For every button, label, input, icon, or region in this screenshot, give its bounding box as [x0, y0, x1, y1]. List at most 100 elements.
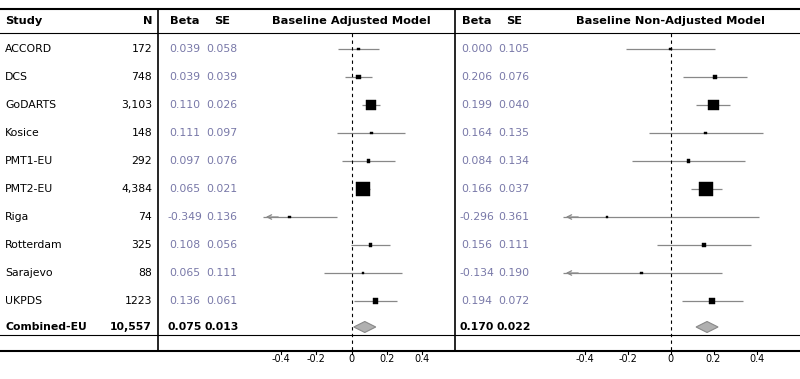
- Text: 0.065: 0.065: [170, 268, 201, 278]
- Text: 0.4: 0.4: [414, 354, 430, 364]
- Bar: [704, 132, 707, 135]
- Text: SE: SE: [506, 16, 522, 26]
- Text: 0.076: 0.076: [498, 72, 530, 82]
- Text: 0.108: 0.108: [170, 240, 201, 250]
- Text: 3,103: 3,103: [121, 100, 152, 110]
- Text: 0: 0: [349, 354, 354, 364]
- Text: 0.061: 0.061: [206, 296, 238, 306]
- Text: 0.194: 0.194: [462, 296, 493, 306]
- Text: 0.039: 0.039: [170, 44, 201, 54]
- Bar: [373, 298, 378, 304]
- Text: 1223: 1223: [125, 296, 152, 306]
- Text: -0.4: -0.4: [575, 354, 594, 364]
- Bar: [370, 132, 373, 135]
- Text: -0.296: -0.296: [459, 212, 494, 222]
- Text: 0: 0: [667, 354, 674, 364]
- Text: DCS: DCS: [5, 72, 28, 82]
- Text: -0.2: -0.2: [618, 354, 637, 364]
- Text: 0.206: 0.206: [462, 72, 493, 82]
- Text: SE: SE: [214, 16, 230, 26]
- Text: 0.021: 0.021: [206, 184, 238, 194]
- Text: 0.026: 0.026: [206, 100, 238, 110]
- Text: GoDARTS: GoDARTS: [5, 100, 56, 110]
- Text: 0.037: 0.037: [498, 184, 530, 194]
- Bar: [702, 243, 706, 247]
- Text: 0.110: 0.110: [170, 100, 201, 110]
- Text: 325: 325: [131, 240, 152, 250]
- Text: 4,384: 4,384: [121, 184, 152, 194]
- Text: 88: 88: [138, 268, 152, 278]
- Text: 0.361: 0.361: [498, 212, 530, 222]
- Text: 0.075: 0.075: [168, 322, 202, 332]
- Text: 0.111: 0.111: [498, 240, 530, 250]
- Text: 0.039: 0.039: [170, 72, 201, 82]
- Text: 0.199: 0.199: [462, 100, 493, 110]
- Text: 74: 74: [138, 212, 152, 222]
- Bar: [708, 100, 718, 110]
- Text: 0.076: 0.076: [206, 156, 238, 166]
- Text: 0.164: 0.164: [462, 128, 493, 138]
- Text: 292: 292: [131, 156, 152, 166]
- Text: PMT1-EU: PMT1-EU: [5, 156, 54, 166]
- Bar: [357, 47, 360, 50]
- Text: 10,557: 10,557: [110, 322, 152, 332]
- Text: Sarajevo: Sarajevo: [5, 268, 53, 278]
- Text: ACCORD: ACCORD: [5, 44, 52, 54]
- Text: 0.134: 0.134: [498, 156, 530, 166]
- Text: 172: 172: [131, 44, 152, 54]
- Text: 0.190: 0.190: [498, 268, 530, 278]
- Bar: [367, 159, 370, 163]
- Text: PMT2-EU: PMT2-EU: [5, 184, 54, 194]
- Text: 0.135: 0.135: [498, 128, 530, 138]
- Text: 0.105: 0.105: [498, 44, 530, 54]
- Text: 0.136: 0.136: [206, 212, 238, 222]
- Bar: [669, 47, 672, 50]
- Text: -0.4: -0.4: [271, 354, 290, 364]
- Bar: [710, 298, 715, 304]
- Text: Baseline Adjusted Model: Baseline Adjusted Model: [272, 16, 431, 26]
- Text: 0.2: 0.2: [706, 354, 721, 364]
- Text: 0.084: 0.084: [462, 156, 493, 166]
- Text: 0.065: 0.065: [170, 184, 201, 194]
- Bar: [369, 243, 372, 247]
- Bar: [356, 75, 361, 79]
- Text: 0.111: 0.111: [170, 128, 201, 138]
- Text: Beta: Beta: [462, 16, 492, 26]
- Text: Baseline Non-Adjusted Model: Baseline Non-Adjusted Model: [576, 16, 765, 26]
- Text: Beta: Beta: [170, 16, 200, 26]
- Text: Combined-EU: Combined-EU: [5, 322, 86, 332]
- Bar: [699, 182, 713, 196]
- Text: 0.000: 0.000: [462, 44, 493, 54]
- Text: 0.2: 0.2: [379, 354, 394, 364]
- Text: 748: 748: [131, 72, 152, 82]
- Text: 0.056: 0.056: [206, 240, 238, 250]
- Bar: [606, 216, 608, 218]
- Text: -0.2: -0.2: [306, 354, 326, 364]
- Text: 0.097: 0.097: [170, 156, 201, 166]
- Text: 0.072: 0.072: [498, 296, 530, 306]
- Text: 0.111: 0.111: [206, 268, 238, 278]
- Bar: [362, 272, 364, 274]
- Text: -0.134: -0.134: [459, 268, 494, 278]
- Text: N: N: [142, 16, 152, 26]
- Polygon shape: [696, 321, 718, 332]
- Text: 0.4: 0.4: [749, 354, 764, 364]
- Text: Riga: Riga: [5, 212, 30, 222]
- Text: 0.058: 0.058: [206, 44, 238, 54]
- Bar: [366, 100, 376, 110]
- Text: -0.349: -0.349: [167, 212, 202, 222]
- Polygon shape: [354, 321, 376, 332]
- Bar: [288, 216, 291, 218]
- Text: 0.040: 0.040: [498, 100, 530, 110]
- Bar: [713, 75, 717, 79]
- Text: 0.022: 0.022: [497, 322, 531, 332]
- Text: 0.166: 0.166: [462, 184, 493, 194]
- Text: 0.039: 0.039: [206, 72, 238, 82]
- Text: 0.156: 0.156: [462, 240, 493, 250]
- Text: 0.013: 0.013: [205, 322, 239, 332]
- Text: Rotterdam: Rotterdam: [5, 240, 62, 250]
- Text: UKPDS: UKPDS: [5, 296, 42, 306]
- Bar: [356, 182, 370, 196]
- Text: 0.170: 0.170: [460, 322, 494, 332]
- Text: Kosice: Kosice: [5, 128, 40, 138]
